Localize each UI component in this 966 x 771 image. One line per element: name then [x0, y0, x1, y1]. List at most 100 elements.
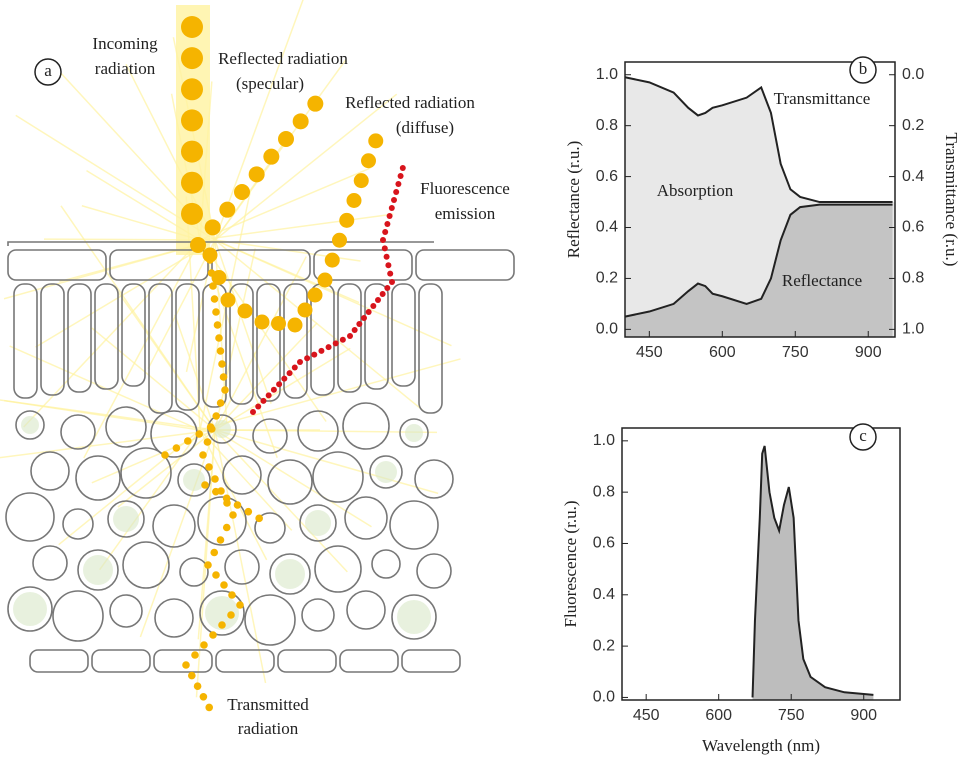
- spongy-cell: [152, 504, 196, 548]
- glow-ray: [35, 239, 216, 348]
- transmitted-dot: [216, 536, 225, 544]
- y-tick-label: 0.0: [596, 321, 618, 338]
- palisade-cell: [283, 283, 308, 399]
- transmitted-dot: [216, 347, 225, 355]
- chloroplast: [21, 416, 39, 434]
- series-label: Transmittance: [774, 89, 871, 108]
- fluorescence-dot: [361, 315, 367, 321]
- spongy-cell: [60, 414, 96, 450]
- diagram-label: (specular): [236, 74, 304, 93]
- y-axis-label: Fluorescence (r.u.): [561, 501, 580, 628]
- diffuse-dot: [324, 252, 340, 268]
- spongy-cell: [62, 508, 94, 540]
- spongy-cell: [391, 594, 437, 640]
- transmitted-dot: [220, 581, 228, 589]
- x-tick-label: 900: [850, 707, 877, 724]
- transmitted-dot: [199, 451, 207, 459]
- spongy-cell: [177, 463, 211, 497]
- fluorescence-dot: [351, 327, 358, 333]
- y2-tick-label: 0.4: [902, 168, 924, 185]
- glow-ray: [199, 358, 461, 431]
- diffuse-dot: [368, 133, 384, 149]
- glow-ray: [4, 399, 201, 431]
- incoming-dot: [181, 202, 203, 225]
- diffuse-dot: [297, 302, 313, 318]
- lower-epidermis-cell: [153, 649, 213, 673]
- transmitted-dot: [218, 360, 226, 368]
- x-axis-label: Wavelength (nm): [702, 736, 820, 755]
- incoming-dot: [181, 171, 203, 194]
- transmitted-dot: [228, 591, 236, 599]
- diffuse-dot: [346, 193, 362, 208]
- y2-tick-label: 1.0: [902, 321, 924, 338]
- incoming-dot: [181, 109, 203, 132]
- fluorescence-dot: [397, 173, 404, 179]
- palisade-cell: [148, 283, 173, 414]
- scatter-dot: [233, 501, 242, 509]
- transmitted-dot: [206, 256, 214, 264]
- transmitted-dot: [205, 463, 213, 471]
- fluorescence-dot: [381, 245, 388, 252]
- transmitted-dot: [193, 682, 202, 690]
- scatter-dot: [172, 444, 181, 452]
- glow-ray: [214, 256, 307, 431]
- spongy-cell: [77, 549, 119, 591]
- spongy-cell: [252, 418, 288, 454]
- spongy-cell: [122, 541, 170, 589]
- spongy-cell: [389, 500, 439, 550]
- x-tick-label: 750: [778, 707, 805, 724]
- spongy-cell: [120, 447, 172, 499]
- palisade-cell: [229, 283, 254, 405]
- cuticle: [7, 241, 434, 246]
- chloroplast: [375, 461, 397, 483]
- glow-ray: [199, 239, 327, 422]
- specular-dot: [219, 201, 236, 218]
- chloroplast: [213, 420, 231, 438]
- fluorescence-dot: [399, 165, 406, 171]
- glow-ray: [0, 429, 216, 459]
- glow-ray: [214, 0, 304, 241]
- diagram-label: Fluorescence: [420, 179, 510, 198]
- glow-ray: [147, 239, 216, 370]
- glow-ray: [0, 399, 216, 431]
- fluorescence-dot: [339, 336, 346, 343]
- lower-epidermis-cell: [91, 649, 151, 673]
- scatter-dot: [244, 507, 253, 516]
- scatter-dot: [161, 451, 169, 459]
- diagram-label: (diffuse): [396, 118, 454, 137]
- diffuse-dot: [332, 232, 347, 248]
- glow-ray: [214, 429, 439, 495]
- fluorescence-dot: [375, 297, 381, 303]
- specular-dot: [278, 131, 294, 147]
- y-tick-label: 0.2: [593, 637, 615, 654]
- palisade-cell: [94, 283, 119, 390]
- diffuse-dot: [361, 153, 376, 169]
- fluorescence-dot: [325, 344, 332, 351]
- leaf-diagram: [0, 0, 515, 712]
- specular-dot: [307, 95, 324, 112]
- spongy-cell: [312, 451, 364, 503]
- spongy-cell: [5, 492, 55, 542]
- y2-tick-label: 0.6: [902, 219, 924, 236]
- spongy-cell: [109, 594, 143, 628]
- fluorescence-dot: [395, 181, 402, 187]
- palisade-cell: [364, 283, 389, 390]
- specular-dot: [204, 219, 221, 236]
- fluorescence-dot: [281, 375, 288, 382]
- x-tick-label: 450: [633, 707, 660, 724]
- y-tick-label: 0.0: [593, 689, 615, 706]
- specular-dot: [234, 184, 250, 200]
- specular-dot: [263, 148, 280, 165]
- annotation: Absorption: [657, 181, 734, 200]
- spongy-cell: [75, 455, 121, 501]
- glow-ray: [23, 239, 201, 428]
- epidermis-cell: [211, 249, 311, 281]
- y2-tick-label: 0.2: [902, 117, 924, 134]
- spongy-cell: [105, 406, 147, 448]
- spongy-cell: [199, 590, 245, 636]
- spongy-cell: [301, 598, 335, 632]
- glow-ray: [91, 327, 216, 431]
- spongy-cell: [224, 549, 260, 585]
- fluorescence-dot: [384, 221, 391, 227]
- chloroplast: [305, 510, 331, 536]
